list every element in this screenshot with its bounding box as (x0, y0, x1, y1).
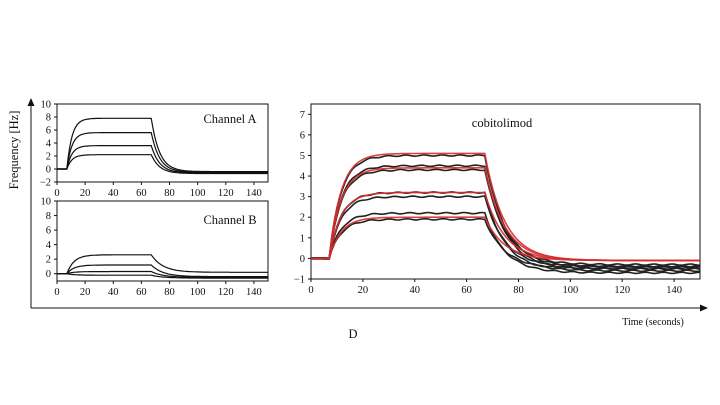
series-line-measured-1 (310, 154, 701, 269)
y-tick-label: 8 (46, 113, 51, 124)
panel-title: cobitolimod (472, 116, 533, 130)
plot-frame (310, 103, 701, 280)
series-line-measured-5 (310, 195, 701, 268)
y-tick-label: 3 (300, 192, 305, 203)
x-tick-label: 80 (164, 188, 175, 199)
x-tick-label: 80 (513, 285, 524, 296)
y-tick-label: 4 (46, 240, 52, 251)
x-tick-label: 120 (218, 287, 234, 298)
y-tick-label: 0 (46, 269, 51, 280)
x-tick-label: 40 (409, 285, 420, 296)
y-tick-label: 2 (46, 152, 51, 163)
y-tick-label: 10 (41, 197, 52, 208)
series-line-measured-2 (310, 164, 701, 271)
series-line-curve-1 (57, 254, 268, 275)
y-tick-label: 8 (46, 211, 51, 222)
y-tick-label: 1 (300, 233, 305, 244)
series-line-measured-3 (310, 168, 701, 267)
x-tick-label: 40 (108, 287, 119, 298)
x-tick-label: 120 (218, 188, 234, 199)
y-tick-label: 0 (300, 254, 305, 265)
y-tick-label: 5 (300, 151, 305, 162)
cut-off-panel-letter: D (348, 327, 357, 341)
x-tick-label: 40 (108, 188, 119, 199)
series-line-curve-4 (57, 154, 268, 175)
series-line-fit-4 (311, 216, 700, 262)
panel-title: Channel A (203, 112, 256, 126)
y-tick-label: 7 (300, 110, 305, 121)
y-tick-label: 10 (41, 100, 52, 111)
y-tick-label: −2 (40, 178, 51, 189)
x-tick-label: 60 (136, 188, 147, 199)
y-tick-label: 6 (46, 226, 51, 237)
panel-title: Channel B (203, 213, 256, 227)
y-axis-label: Frequency [Hz] (7, 111, 21, 190)
x-tick-label: 80 (164, 287, 175, 298)
channel-b-panel: 0 20 40 60 80 100 120 140 0 2 4 6 8 10 Channel B (41, 197, 269, 298)
x-tick-label: 0 (54, 287, 59, 298)
series-line-curve-1 (57, 117, 268, 173)
y-tick-label: 2 (300, 213, 305, 224)
series-line-curve-3 (57, 270, 268, 278)
plot-frame (56, 200, 269, 282)
x-tick-label: 140 (246, 287, 262, 298)
x-tick-label: 100 (562, 285, 578, 296)
x-tick-label: 100 (190, 188, 206, 199)
x-tick-label: 140 (246, 188, 262, 199)
y-tick-label: 0 (46, 165, 51, 176)
outer-x-arrow (700, 304, 708, 312)
x-tick-label: 60 (461, 285, 472, 296)
y-tick-label: 4 (46, 139, 52, 150)
x-tick-label: 0 (308, 285, 313, 296)
x-tick-label: 120 (614, 285, 630, 296)
y-tick-label: 6 (300, 130, 305, 141)
x-tick-label: 20 (358, 285, 369, 296)
x-tick-label: 140 (666, 285, 682, 296)
series-line-curve-2 (57, 132, 268, 173)
x-axis-label: Time (seconds) (622, 317, 684, 328)
series-line-measured-7 (310, 217, 701, 271)
x-tick-label: 20 (80, 188, 91, 199)
x-tick-label: 20 (80, 287, 91, 298)
y-tick-label: −1 (294, 275, 305, 286)
x-tick-label: 60 (136, 287, 147, 298)
series-line-curve-2 (57, 264, 268, 278)
x-tick-label: 0 (54, 188, 59, 199)
x-tick-label: 100 (190, 287, 206, 298)
y-tick-label: 2 (46, 255, 51, 266)
y-tick-label: 6 (46, 126, 51, 137)
y-tick-label: 4 (300, 172, 306, 183)
outer-y-arrow (27, 98, 35, 106)
series-line-curve-4 (57, 273, 268, 279)
